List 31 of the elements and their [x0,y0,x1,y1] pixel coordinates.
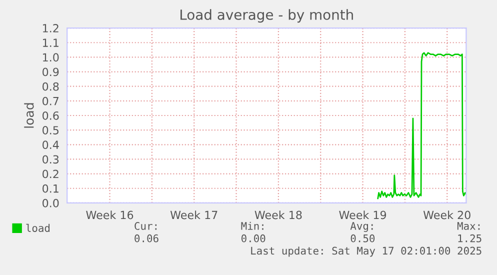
text: Min: [241,222,264,230]
y-tick-label: 0.5 [42,126,58,134]
y-tick-label: 0.2 [42,170,58,178]
y-tick-label: 0.7 [42,96,59,106]
y-tick-label: 0.3 [42,155,59,164]
y-tick-label: 1.1 [43,38,58,47]
y-tick-label: 1.0 [43,53,59,62]
y-tick-label: 0.6 [42,111,59,120]
text: 0.06 [134,234,158,242]
y-axis-title: load [24,103,34,128]
y-tick-label: 0.9 [42,68,59,76]
text: Max: [457,222,480,230]
y-tick-label: 0.0 [42,198,59,208]
x-tick-label: Week 19 [339,210,386,220]
text: 0.00 [241,234,266,242]
x-tick-label: Week 18 [254,210,302,220]
legend-label: load [26,224,50,232]
line-series [377,52,466,200]
x-tick-label: Week 16 [86,210,134,220]
text: Avg: [350,222,373,232]
x-tick-label: Week 17 [170,210,218,220]
text: Cur: [134,222,157,230]
y-tick-label: 0.4 [42,140,59,150]
text: Last update: Sat May 17 02:01:00 2025 [251,246,482,257]
x-tick-label: Week 20 [423,210,470,220]
text: 0.50 [350,234,375,242]
y-tick-label: 0.8 [42,82,59,91]
y-tick-label: 1.2 [43,24,58,32]
y-tick-label: 0.1 [42,184,58,193]
text: 1.25 [458,234,482,242]
chart-title: Load average - by month [180,9,353,23]
